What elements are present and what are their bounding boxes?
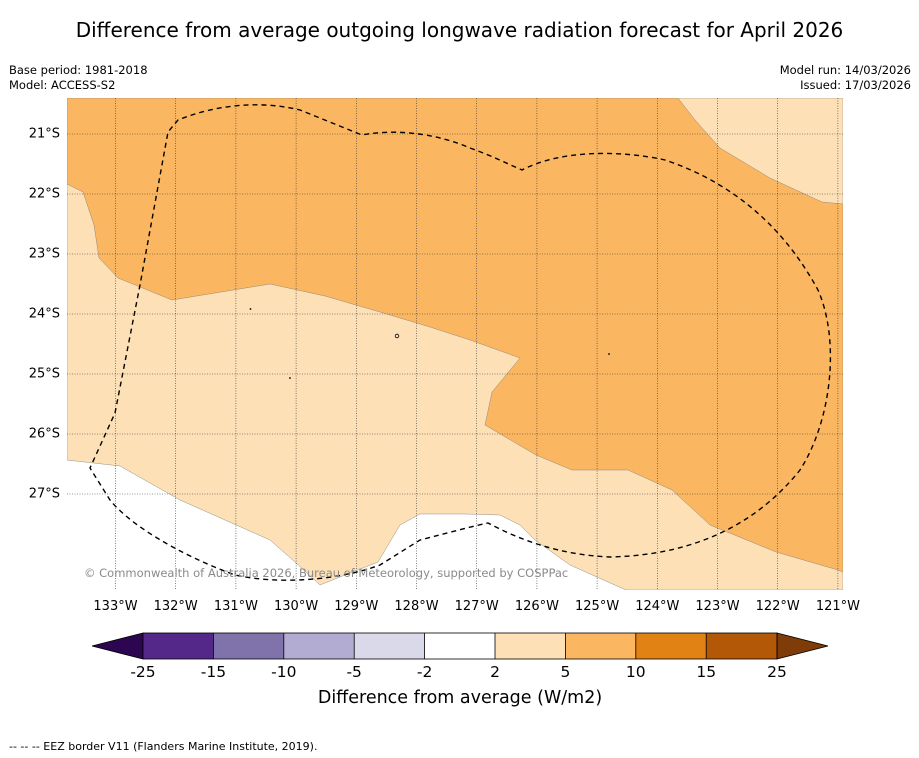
- lon-label: 131°W: [214, 599, 258, 614]
- colorbar-segment: [635, 633, 707, 659]
- colorbar-tick: 25: [767, 663, 787, 681]
- lon-label: 125°W: [575, 599, 619, 614]
- colorbar-tick: -5: [346, 663, 361, 681]
- colorbar-tick: 10: [626, 663, 646, 681]
- colorbar-segment: [143, 633, 214, 659]
- model-name: Model: ACCESS-S2: [9, 78, 116, 92]
- lon-label: 128°W: [394, 599, 438, 614]
- longitude-labels: 133°W 132°W 131°W 130°W 129°W 128°W 127°…: [93, 599, 860, 614]
- lat-label: 26°S: [29, 427, 60, 442]
- lat-label: 24°S: [29, 307, 60, 322]
- eez-border: [89, 104, 832, 581]
- model-run: Model run: 14/03/2026: [779, 63, 911, 77]
- page-title: Difference from average outgoing longwav…: [75, 18, 844, 42]
- colorbar-dividers: [212, 633, 707, 659]
- colorbar-segment: [565, 633, 636, 659]
- lon-label: 123°W: [695, 599, 739, 614]
- colorbar-tick: 15: [696, 663, 716, 681]
- lon-label: 129°W: [334, 599, 378, 614]
- colorbar-segment: [354, 633, 425, 659]
- colorbar-tick: -25: [130, 663, 155, 681]
- colorbar-extend-min: [91, 632, 144, 660]
- colorbar-title: Difference from average (W/m2): [318, 688, 602, 708]
- map-plot-area: © Commonwealth of Australia 2026, Bureau…: [67, 98, 843, 590]
- base-period: Base period: 1981-2018: [9, 63, 148, 77]
- latitude-labels: 21°S 22°S 23°S 24°S 25°S 26°S 27°S: [29, 127, 60, 502]
- lat-label: 25°S: [29, 367, 60, 382]
- colorbar-tick: 2: [490, 663, 500, 681]
- colorbar-segment: [424, 633, 495, 659]
- colorbar-segment: [213, 633, 284, 659]
- island-marker: [394, 333, 400, 339]
- colorbar-tick: -10: [271, 663, 296, 681]
- meta-left: Base period: 1981-2018 Model: ACCESS-S2: [9, 63, 148, 93]
- colorbar-tick: -15: [201, 663, 226, 681]
- lat-label: 21°S: [29, 127, 60, 142]
- colorbar-tick: -2: [417, 663, 432, 681]
- lon-label: 130°W: [274, 599, 318, 614]
- colorbar-segment: [706, 633, 777, 659]
- lon-label: 124°W: [635, 599, 679, 614]
- colorbar-segment: [283, 633, 355, 659]
- lat-label: 23°S: [29, 247, 60, 262]
- issued-date: Issued: 17/03/2026: [800, 78, 911, 92]
- lat-label: 27°S: [29, 487, 60, 502]
- island-marker: [289, 377, 291, 379]
- island-marker: [608, 353, 610, 355]
- lon-label: 133°W: [93, 599, 137, 614]
- copyright-text: © Commonwealth of Australia 2026, Bureau…: [84, 566, 568, 580]
- lon-label: 126°W: [515, 599, 559, 614]
- lon-label: 132°W: [154, 599, 198, 614]
- island-marker: [249, 308, 252, 310]
- lat-label: 22°S: [29, 187, 60, 202]
- footer-note: -- -- -- EEZ border V11 (Flanders Marine…: [9, 740, 318, 753]
- anomaly-region-5-10: [67, 98, 843, 573]
- colorbar-outline: [142, 632, 778, 660]
- colorbar-tick: 5: [560, 663, 570, 681]
- colorbar-extend-max: [776, 632, 829, 660]
- map-gridlines: [67, 98, 843, 590]
- lon-label: 122°W: [756, 599, 800, 614]
- lon-label: 127°W: [455, 599, 499, 614]
- meta-right: Model run: 14/03/2026 Issued: 17/03/2026: [780, 63, 911, 93]
- lon-label: 121°W: [816, 599, 860, 614]
- colorbar: -25 -15 -10 -5 -2 2 5 10 15 25 Differenc…: [91, 632, 829, 708]
- colorbar-segment: [495, 633, 566, 659]
